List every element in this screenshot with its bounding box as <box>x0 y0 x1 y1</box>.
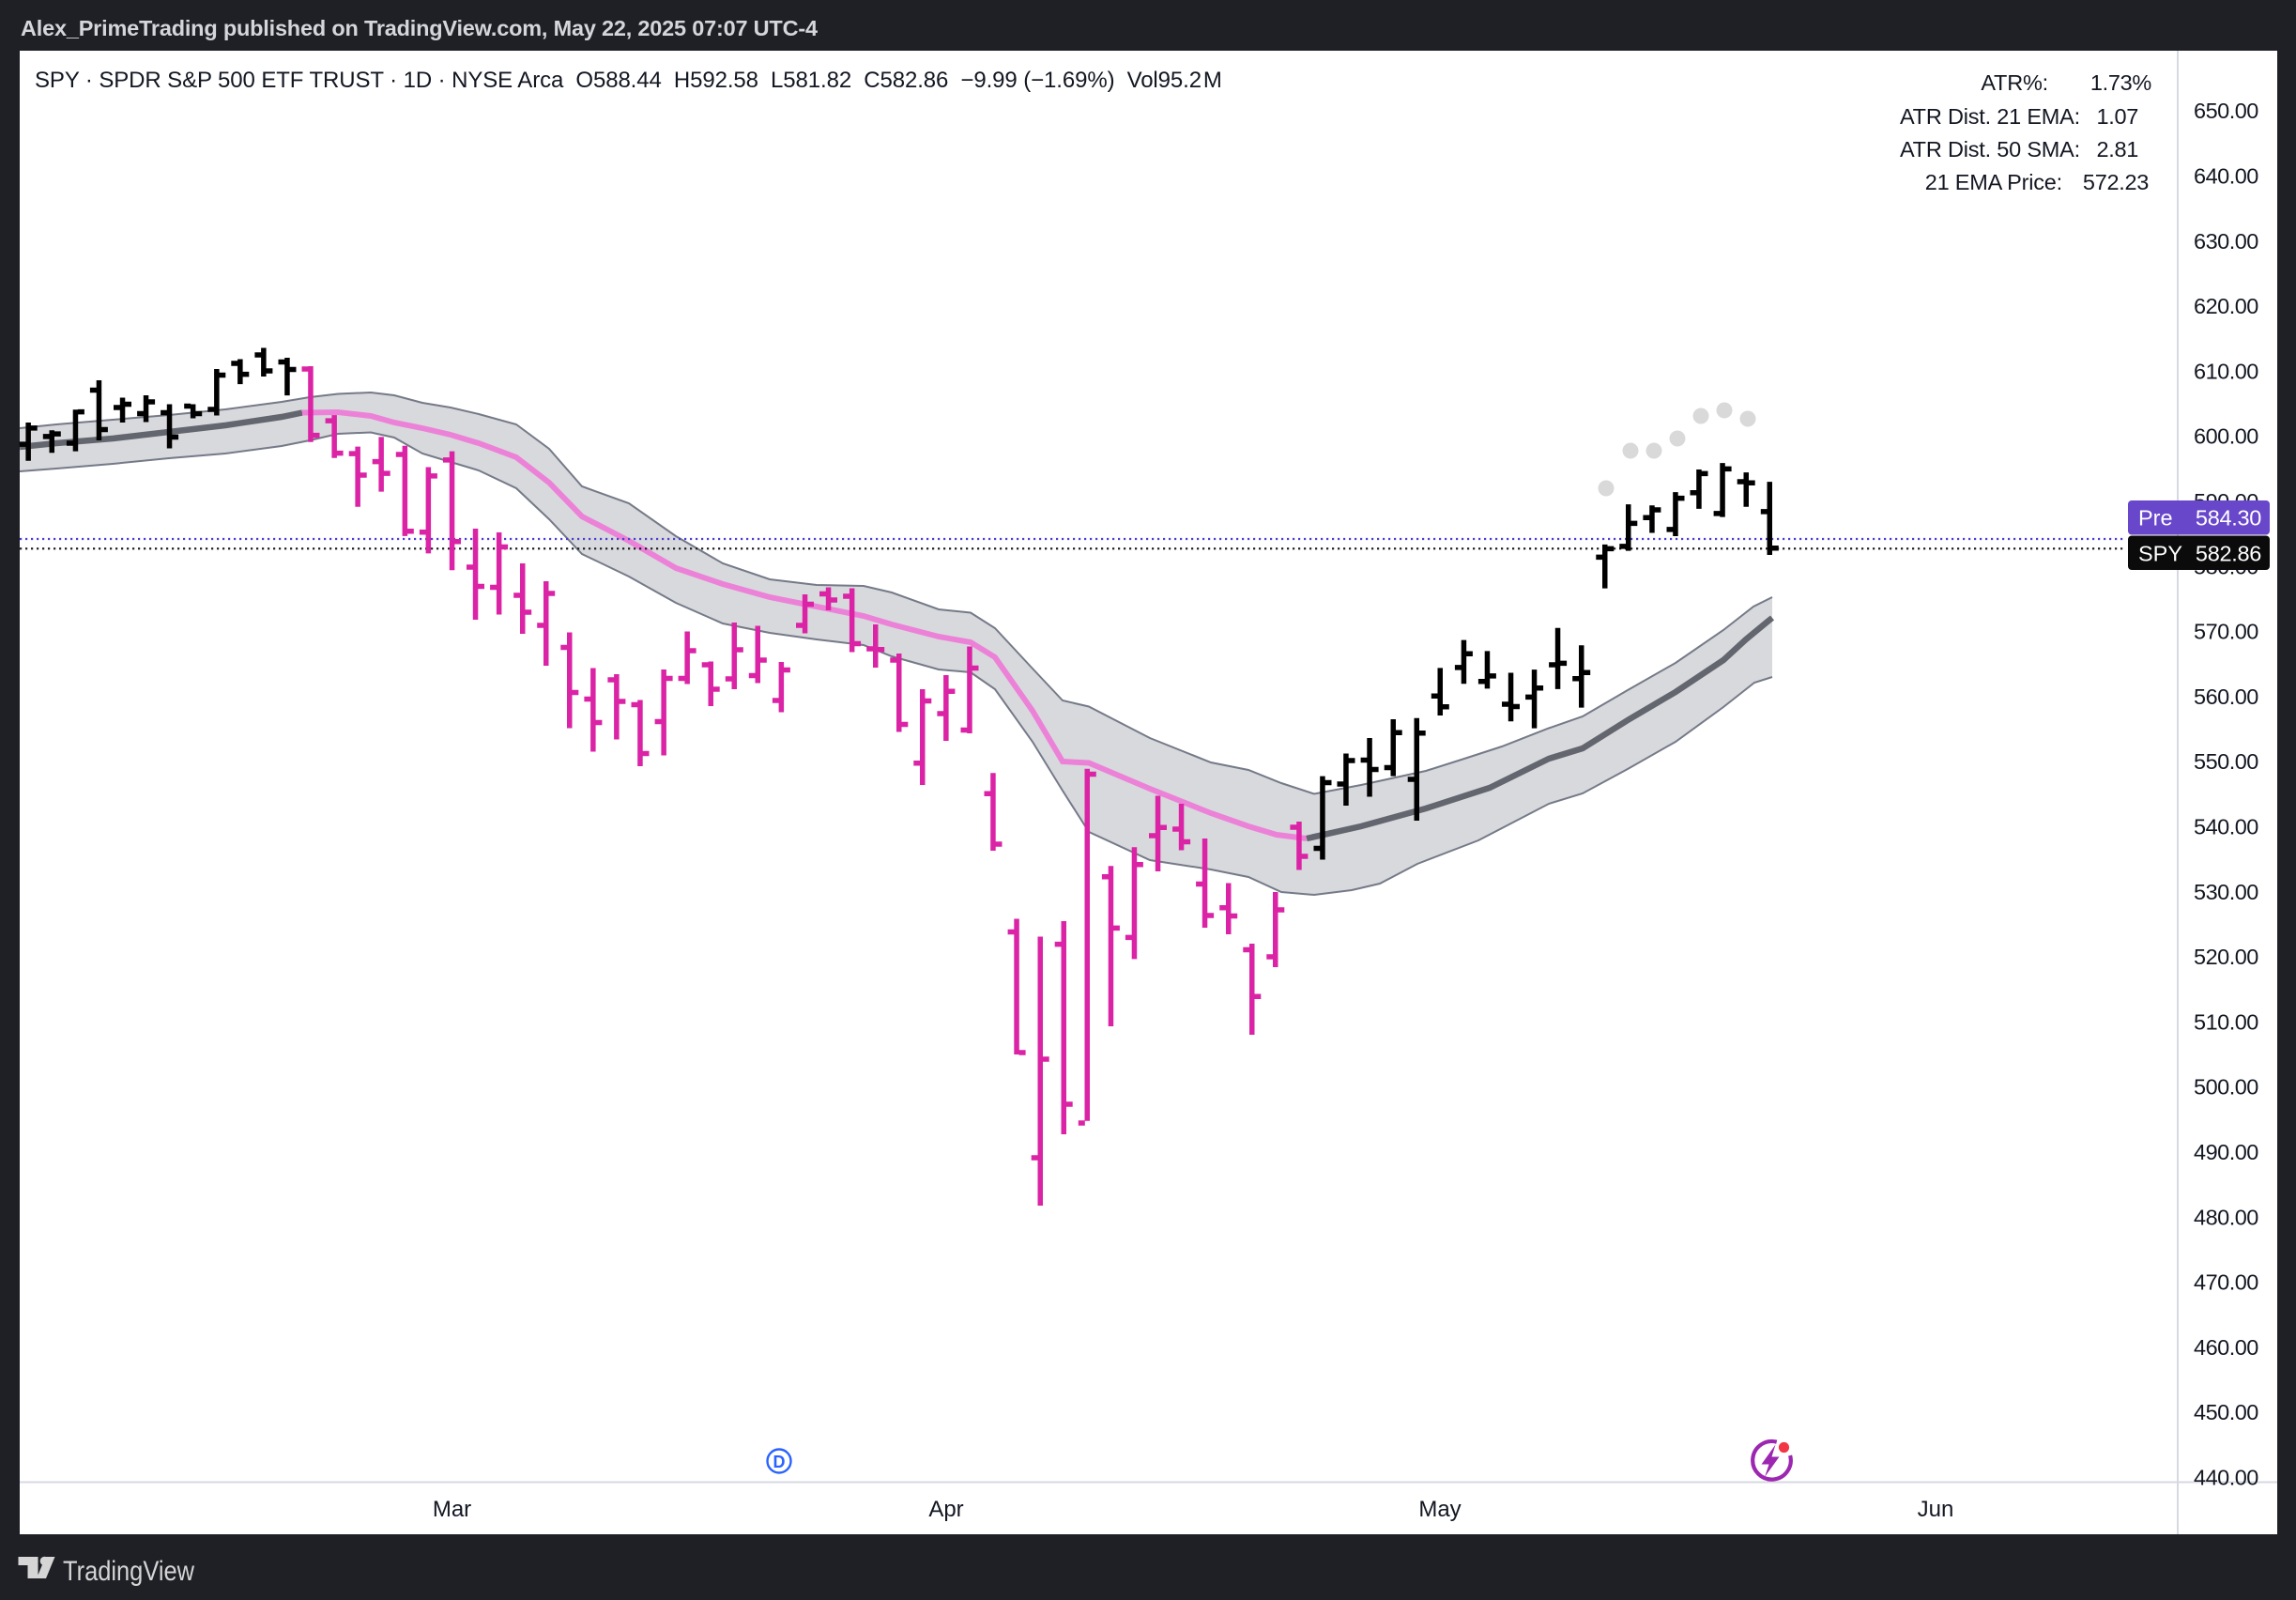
svg-text:SPY: SPY <box>2138 542 2182 566</box>
svg-text:470.00: 470.00 <box>2194 1270 2258 1295</box>
svg-text:ATR Dist. 21 EMA:: ATR Dist. 21 EMA: <box>1900 104 2080 129</box>
svg-text:480.00: 480.00 <box>2194 1205 2258 1229</box>
svg-text:630.00: 630.00 <box>2194 229 2258 254</box>
svg-text:1.07: 1.07 <box>2096 104 2138 129</box>
svg-text:490.00: 490.00 <box>2194 1140 2258 1164</box>
svg-text:460.00: 460.00 <box>2194 1335 2258 1360</box>
svg-text:ATR%:: ATR%: <box>1981 70 2048 95</box>
svg-text:1.73%: 1.73% <box>2090 70 2152 95</box>
svg-text:TradingView: TradingView <box>63 1556 194 1587</box>
svg-text:Mar: Mar <box>433 1497 471 1522</box>
svg-text:SPY · SPDR S&P 500 ETF TRUST ·: SPY · SPDR S&P 500 ETF TRUST · 1D · NYSE… <box>35 68 1222 93</box>
svg-text:ATR Dist. 50 SMA:: ATR Dist. 50 SMA: <box>1900 137 2080 162</box>
svg-text:Apr: Apr <box>928 1497 963 1522</box>
svg-text:530.00: 530.00 <box>2194 880 2258 904</box>
svg-text:572.23: 572.23 <box>2083 170 2149 194</box>
svg-text:560.00: 560.00 <box>2194 685 2258 709</box>
svg-text:2.81: 2.81 <box>2096 137 2138 162</box>
svg-text:620.00: 620.00 <box>2194 294 2258 318</box>
svg-text:May: May <box>1418 1497 1461 1522</box>
svg-text:570.00: 570.00 <box>2194 620 2258 644</box>
svg-text:21 EMA Price:: 21 EMA Price: <box>1925 170 2062 194</box>
svg-text:584.30: 584.30 <box>2196 506 2261 531</box>
svg-text:440.00: 440.00 <box>2194 1466 2258 1490</box>
svg-text:510.00: 510.00 <box>2194 1009 2258 1034</box>
svg-text:650.00: 650.00 <box>2194 99 2258 123</box>
svg-text:540.00: 540.00 <box>2194 815 2258 839</box>
svg-text:610.00: 610.00 <box>2194 359 2258 383</box>
svg-text:582.86: 582.86 <box>2196 542 2261 566</box>
svg-text:Pre: Pre <box>2138 506 2173 531</box>
svg-text:520.00: 520.00 <box>2194 945 2258 969</box>
svg-text:500.00: 500.00 <box>2194 1075 2258 1100</box>
svg-text:Jun: Jun <box>1918 1497 1954 1522</box>
svg-text:Alex_PrimeTrading published on: Alex_PrimeTrading published on TradingVi… <box>21 16 818 40</box>
svg-text:600.00: 600.00 <box>2194 424 2258 449</box>
svg-text:640.00: 640.00 <box>2194 164 2258 189</box>
svg-text:D: D <box>773 1453 786 1471</box>
svg-text:550.00: 550.00 <box>2194 749 2258 774</box>
svg-text:450.00: 450.00 <box>2194 1400 2258 1424</box>
